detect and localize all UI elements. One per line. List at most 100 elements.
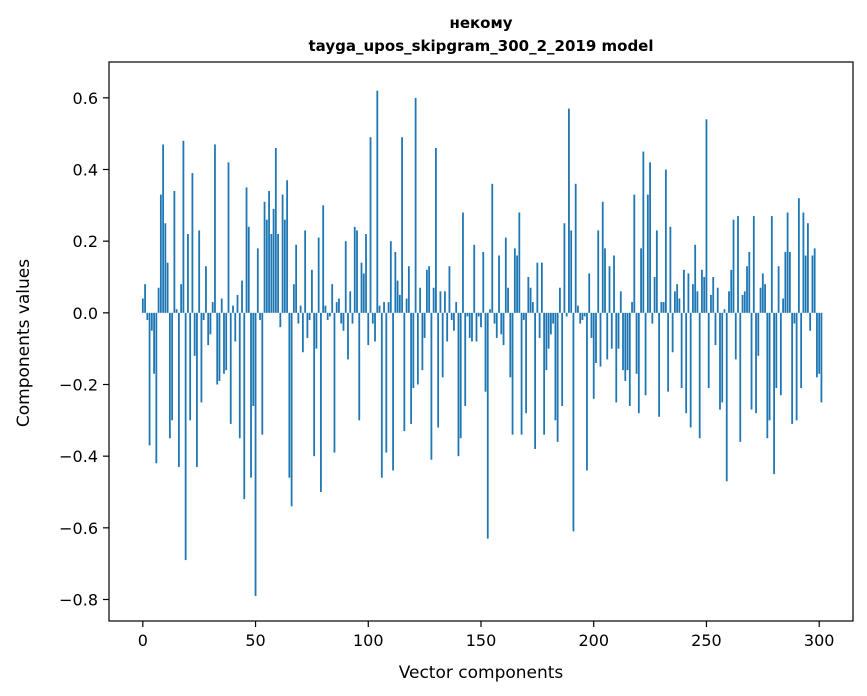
bar xyxy=(683,269,685,313)
bar xyxy=(187,234,189,313)
bar xyxy=(189,312,192,421)
bar xyxy=(322,205,325,313)
bar xyxy=(518,212,521,313)
bar xyxy=(301,312,304,353)
bar xyxy=(223,312,225,374)
bar xyxy=(484,312,487,392)
bar xyxy=(398,294,401,313)
chart-title: некому xyxy=(449,14,512,32)
y-tick-label: −0.6 xyxy=(59,519,98,538)
bar xyxy=(184,312,187,561)
bar xyxy=(705,119,708,313)
bar xyxy=(286,180,289,313)
bar xyxy=(317,237,320,313)
bars-group xyxy=(141,90,823,596)
bar xyxy=(313,312,316,457)
bar xyxy=(728,291,730,313)
bar xyxy=(241,280,243,313)
bar xyxy=(746,266,748,313)
bar xyxy=(513,248,516,313)
bar xyxy=(784,251,787,313)
bar xyxy=(531,302,534,313)
bar xyxy=(536,262,539,313)
bar xyxy=(356,230,358,313)
x-tick-label: 300 xyxy=(804,631,835,650)
bar xyxy=(561,312,564,406)
bar xyxy=(173,191,176,313)
y-axis-label: Components values xyxy=(14,259,34,427)
bar xyxy=(813,248,816,313)
bar xyxy=(464,312,467,406)
plot-frame xyxy=(108,61,854,622)
bar xyxy=(148,312,151,446)
bar xyxy=(743,291,746,313)
bar xyxy=(809,312,812,331)
bar xyxy=(196,312,198,467)
bar xyxy=(306,312,309,338)
bar xyxy=(326,312,329,320)
bar xyxy=(565,312,568,317)
bar xyxy=(545,312,548,371)
bar xyxy=(191,173,194,313)
bar xyxy=(229,312,232,424)
bar xyxy=(662,302,665,313)
bar xyxy=(516,255,518,313)
bar xyxy=(477,312,480,317)
bar xyxy=(412,312,415,389)
x-axis-label: Vector components xyxy=(399,663,564,683)
bar xyxy=(820,312,823,403)
bar xyxy=(586,312,588,471)
bar xyxy=(421,312,424,371)
bar xyxy=(574,183,577,313)
bar xyxy=(588,273,591,313)
bar xyxy=(552,312,555,324)
bar xyxy=(489,309,491,313)
bar xyxy=(358,312,361,421)
bar xyxy=(811,255,814,313)
bar xyxy=(766,312,769,439)
bar xyxy=(410,312,413,424)
bar xyxy=(556,312,559,442)
bar xyxy=(259,312,261,320)
bar xyxy=(288,312,291,478)
bar xyxy=(658,312,661,417)
bar xyxy=(622,312,624,371)
bar xyxy=(315,312,318,349)
bar xyxy=(491,183,494,313)
bar xyxy=(360,262,363,313)
bar xyxy=(376,90,379,313)
bar xyxy=(755,312,757,414)
bar xyxy=(568,108,570,313)
bar xyxy=(243,312,246,500)
bar xyxy=(374,312,376,342)
bar xyxy=(265,219,268,313)
bar xyxy=(507,287,509,313)
bar xyxy=(572,312,575,532)
bar xyxy=(687,273,690,313)
bar xyxy=(295,244,298,313)
bar xyxy=(441,312,444,378)
bar xyxy=(495,312,498,338)
bar xyxy=(205,266,207,313)
bar xyxy=(425,269,428,313)
bar xyxy=(159,194,162,313)
bar xyxy=(788,251,791,313)
bar xyxy=(272,208,275,313)
bar xyxy=(383,302,385,313)
bar xyxy=(500,312,503,335)
bar xyxy=(504,237,507,313)
bar xyxy=(290,312,293,507)
bar xyxy=(606,312,609,360)
bar xyxy=(268,191,270,313)
bar xyxy=(216,312,219,385)
bar xyxy=(396,280,399,313)
bar xyxy=(604,248,606,313)
bar xyxy=(559,287,561,313)
bar xyxy=(680,312,683,389)
bar xyxy=(608,266,611,313)
bar xyxy=(177,312,180,467)
bar xyxy=(435,148,437,313)
bar xyxy=(459,312,462,439)
bar xyxy=(211,302,214,313)
